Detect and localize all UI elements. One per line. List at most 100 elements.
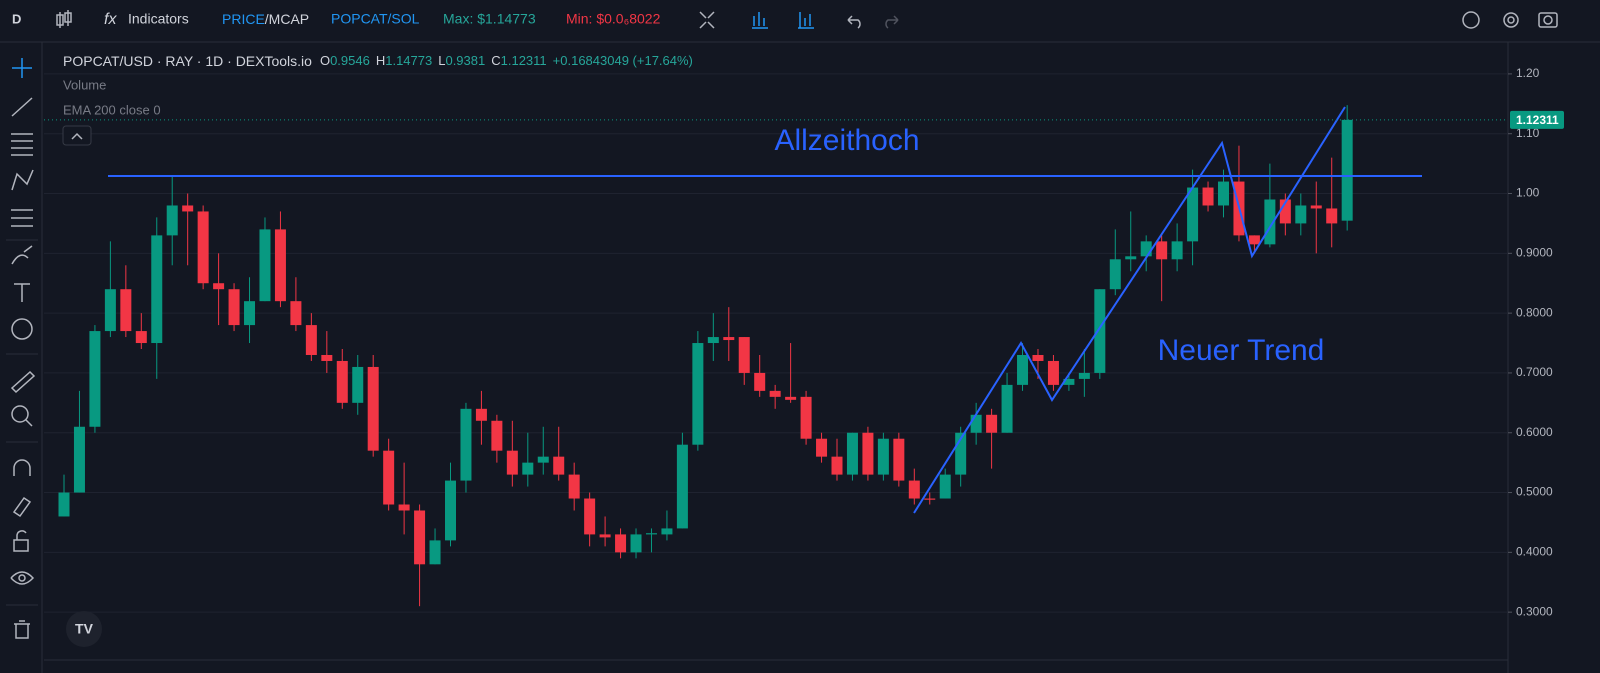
candle-body	[723, 337, 735, 341]
candle-body	[73, 426, 85, 493]
o-value: 0.9546	[330, 53, 370, 68]
candle-body	[135, 331, 147, 344]
candle-body	[1063, 378, 1075, 385]
ema-indicator: EMA 200 close 0	[63, 102, 161, 117]
y-tick-label: 0.4000	[1516, 545, 1553, 559]
candle-body	[506, 450, 518, 475]
y-tick-label: 0.7000	[1516, 365, 1553, 379]
candle-body	[800, 396, 812, 439]
candle-body	[522, 462, 534, 475]
c-label: C	[491, 53, 500, 68]
y-tick-label: 0.9000	[1516, 245, 1553, 259]
chart-type-icon[interactable]	[56, 10, 72, 28]
fx-icon[interactable]: fx	[104, 11, 117, 28]
candle-body	[1218, 181, 1229, 206]
last-price-label: 1.12311	[1516, 113, 1559, 127]
candle-body	[1047, 360, 1059, 385]
candle-body	[584, 498, 596, 535]
candle-body	[228, 289, 240, 326]
candle-body	[120, 289, 132, 332]
candle-body	[1295, 205, 1307, 224]
candle-body	[1187, 187, 1199, 242]
candle-body	[445, 480, 456, 541]
candle-body	[568, 474, 580, 499]
h-label: H	[376, 53, 385, 68]
candle-body	[1078, 372, 1090, 379]
toolbar-icons[interactable]	[699, 11, 1558, 29]
candle-body	[692, 343, 704, 445]
candle-body	[1032, 354, 1044, 361]
candle-body	[785, 396, 797, 400]
candle-body	[89, 331, 101, 427]
candle-body	[893, 438, 905, 481]
y-tick-label: 0.3000	[1516, 604, 1553, 618]
candle-body	[1248, 235, 1260, 245]
candle-body	[846, 432, 858, 475]
ohlc-legend: POPCAT/USD · RAY · 1D · DEXTools.io O0.95…	[63, 53, 693, 69]
trend-line[interactable]	[913, 106, 1346, 514]
candle-body	[986, 414, 998, 433]
y-tick-label: 1.20	[1516, 66, 1540, 80]
candle-body	[1094, 289, 1106, 373]
candle-body	[321, 354, 333, 361]
candle-body	[1001, 384, 1013, 433]
candle-body	[305, 325, 317, 355]
price-label: PRICE	[222, 11, 265, 27]
y-tick-label: 0.5000	[1516, 485, 1553, 499]
candle-body	[877, 438, 889, 475]
candle-body	[429, 540, 441, 565]
candle-body	[676, 444, 688, 529]
candle-body	[336, 360, 348, 403]
l-label: L	[438, 53, 445, 68]
candle-body	[1326, 208, 1338, 224]
h-value: 1.14773	[385, 53, 432, 68]
y-tick-label: 0.8000	[1516, 305, 1553, 319]
candle-body	[58, 492, 70, 517]
candle-body	[460, 408, 472, 481]
collapse-icon	[71, 132, 83, 140]
candle-body	[553, 456, 565, 475]
candle-body	[615, 534, 627, 553]
candle-body	[707, 337, 719, 344]
annotation: Allzeithoch	[774, 124, 919, 157]
mcap-label: /MCAP	[265, 11, 309, 27]
candle-body	[908, 480, 920, 499]
candle-body	[197, 211, 209, 284]
interval-button[interactable]: D	[12, 11, 21, 26]
candle-body	[537, 456, 549, 463]
collapse-button[interactable]	[62, 125, 92, 146]
candle-body	[104, 289, 116, 332]
candle-body	[491, 420, 503, 451]
candle-body	[1109, 259, 1121, 290]
candle-body	[290, 301, 302, 326]
candle-body	[630, 534, 642, 553]
grid	[44, 73, 1508, 613]
max-price: Max: $1.14773	[443, 11, 536, 27]
candle-body	[151, 235, 163, 344]
tv-logo-text: TV	[75, 621, 94, 637]
candle-body	[398, 504, 410, 511]
candle-body	[1341, 119, 1353, 221]
candle-body	[754, 372, 766, 391]
candles	[58, 105, 1353, 607]
l-value: 0.9381	[445, 53, 485, 68]
c-value: 1.12311	[501, 53, 547, 68]
candle-body	[1017, 354, 1029, 385]
candle-body	[939, 474, 951, 499]
candle-body	[769, 390, 781, 397]
candle-body	[1171, 241, 1183, 260]
pair-button[interactable]: POPCAT/SOL	[331, 11, 420, 27]
candle-body	[166, 205, 178, 236]
price-mcap-toggle[interactable]: PRICE/MCAP	[222, 11, 309, 27]
indicators-button[interactable]: Indicators	[128, 11, 189, 27]
symbol: POPCAT/USD · RAY · 1D · DEXTools.io	[63, 53, 312, 69]
candle-body	[1264, 199, 1276, 245]
candle-body	[816, 438, 828, 457]
candle-body	[955, 432, 967, 475]
candle-body	[1279, 199, 1291, 224]
tv-logo[interactable]	[66, 611, 102, 647]
drawing-tools[interactable]	[10, 58, 36, 639]
candle-body	[414, 510, 426, 565]
